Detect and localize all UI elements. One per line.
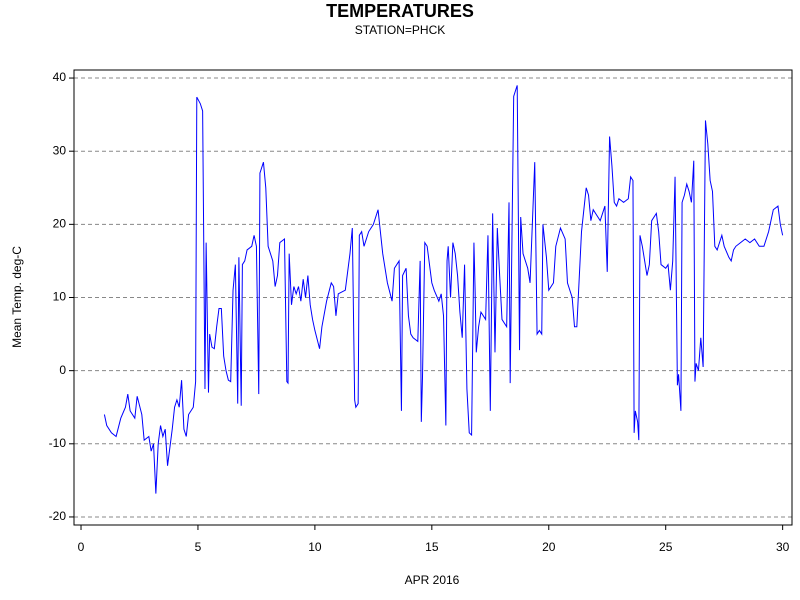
x-tick-label: 25 bbox=[659, 540, 673, 554]
y-tick-label: 30 bbox=[53, 143, 67, 157]
y-tick-label: 10 bbox=[53, 290, 67, 304]
x-tick-label: 30 bbox=[776, 540, 790, 554]
y-axis-label: Mean Temp. deg-C bbox=[10, 246, 24, 348]
y-tick-label: -20 bbox=[49, 509, 67, 523]
y-tick-label: 0 bbox=[59, 363, 66, 377]
x-tick-label: 10 bbox=[308, 540, 322, 554]
x-tick-label: 20 bbox=[542, 540, 556, 554]
chart-title: TEMPERATURES bbox=[326, 1, 474, 21]
y-tick-label: 40 bbox=[53, 70, 67, 84]
x-tick-label: 15 bbox=[425, 540, 439, 554]
chart-subtitle: STATION=PHCK bbox=[355, 23, 446, 37]
y-tick-label: -10 bbox=[49, 436, 67, 450]
x-axis-label: APR 2016 bbox=[405, 573, 460, 587]
x-tick-label: 0 bbox=[78, 540, 85, 554]
y-tick-label: 20 bbox=[53, 217, 67, 231]
line-series bbox=[103, 85, 784, 494]
x-tick-label: 5 bbox=[195, 540, 202, 554]
plot-frame bbox=[73, 69, 793, 526]
